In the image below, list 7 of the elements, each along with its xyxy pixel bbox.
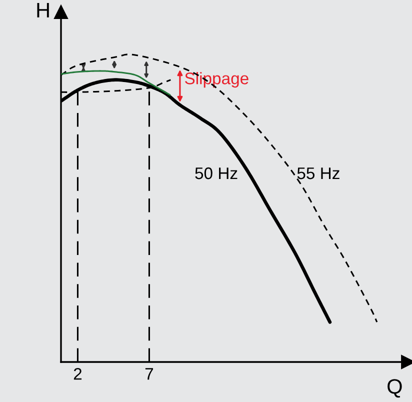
series-label: 55 Hz [297,168,340,180]
series-label: 50 Hz [195,167,238,180]
x-tick-label: 7 [145,368,154,380]
x-axis-title: Q [388,379,402,398]
y-axis-title: H [37,3,49,18]
x-tick-label: 2 [74,368,82,380]
annotation: Slippage [185,72,248,88]
